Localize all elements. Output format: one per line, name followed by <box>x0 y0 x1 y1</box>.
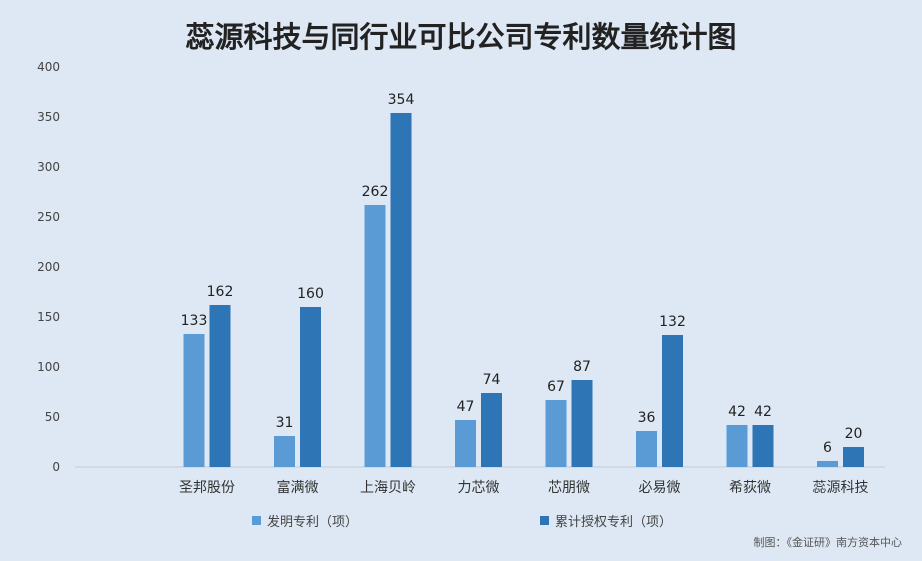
x-tick-label: 蕊源科技 <box>813 480 869 496</box>
data-label: 133 <box>181 313 208 329</box>
bar <box>390 113 412 467</box>
legend-swatch-invention <box>252 516 261 525</box>
data-label: 74 <box>483 372 501 388</box>
data-label: 162 <box>207 284 234 300</box>
x-tick-label: 必易微 <box>639 480 681 496</box>
x-tick-label: 圣邦股份 <box>179 480 235 496</box>
bar <box>817 461 838 467</box>
data-label: 354 <box>388 92 415 108</box>
data-label: 160 <box>297 286 324 302</box>
legend-swatch-granted <box>540 516 549 525</box>
data-label: 36 <box>638 410 656 426</box>
y-tick-label: 100 <box>37 360 60 374</box>
bar <box>636 431 657 467</box>
data-label: 67 <box>547 379 565 395</box>
data-label: 47 <box>457 399 475 415</box>
y-tick-label: 0 <box>52 460 60 474</box>
y-tick-label: 200 <box>37 260 60 274</box>
bar <box>752 425 774 467</box>
data-label: 20 <box>845 426 863 442</box>
legend-label-invention: 发明专利（项） <box>267 515 359 530</box>
x-tick-label: 希荻微 <box>729 480 771 496</box>
bar <box>481 393 502 467</box>
bar <box>843 447 864 467</box>
data-label: 42 <box>754 404 772 420</box>
chart-title: 蕊源科技与同行业可比公司专利数量统计图 <box>185 20 737 54</box>
bar <box>183 334 205 467</box>
data-label: 132 <box>659 314 686 330</box>
bar <box>364 205 386 467</box>
bar <box>455 420 476 467</box>
y-tick-label: 150 <box>37 310 60 324</box>
bar <box>571 380 593 467</box>
y-tick-label: 350 <box>37 110 60 124</box>
bar <box>209 305 231 467</box>
y-tick-label: 50 <box>45 410 60 424</box>
data-label: 262 <box>362 184 389 200</box>
bar <box>662 335 683 467</box>
data-label: 87 <box>573 359 591 375</box>
x-tick-label: 上海贝岭 <box>360 480 416 496</box>
source-credit: 制图：《金证研》南方资本中心 <box>753 536 903 549</box>
bar <box>726 425 748 467</box>
data-label: 6 <box>823 440 832 456</box>
bar <box>300 307 321 467</box>
x-tick-label: 力芯微 <box>458 480 500 496</box>
y-tick-label: 250 <box>37 210 60 224</box>
legend-label-granted: 累计授权专利（项） <box>555 515 673 530</box>
legend-item-invention-patents: 发明专利（项） <box>252 511 358 530</box>
y-tick-label: 300 <box>37 160 60 174</box>
x-tick-label: 富满微 <box>277 479 319 496</box>
data-label: 42 <box>728 404 746 420</box>
x-tick-label: 芯朋微 <box>548 480 590 496</box>
legend-item-granted-patents: 累计授权专利（项） <box>540 511 672 530</box>
y-tick-label: 400 <box>37 60 60 74</box>
bar <box>274 436 295 467</box>
data-label: 31 <box>276 415 294 431</box>
bar <box>545 400 567 467</box>
